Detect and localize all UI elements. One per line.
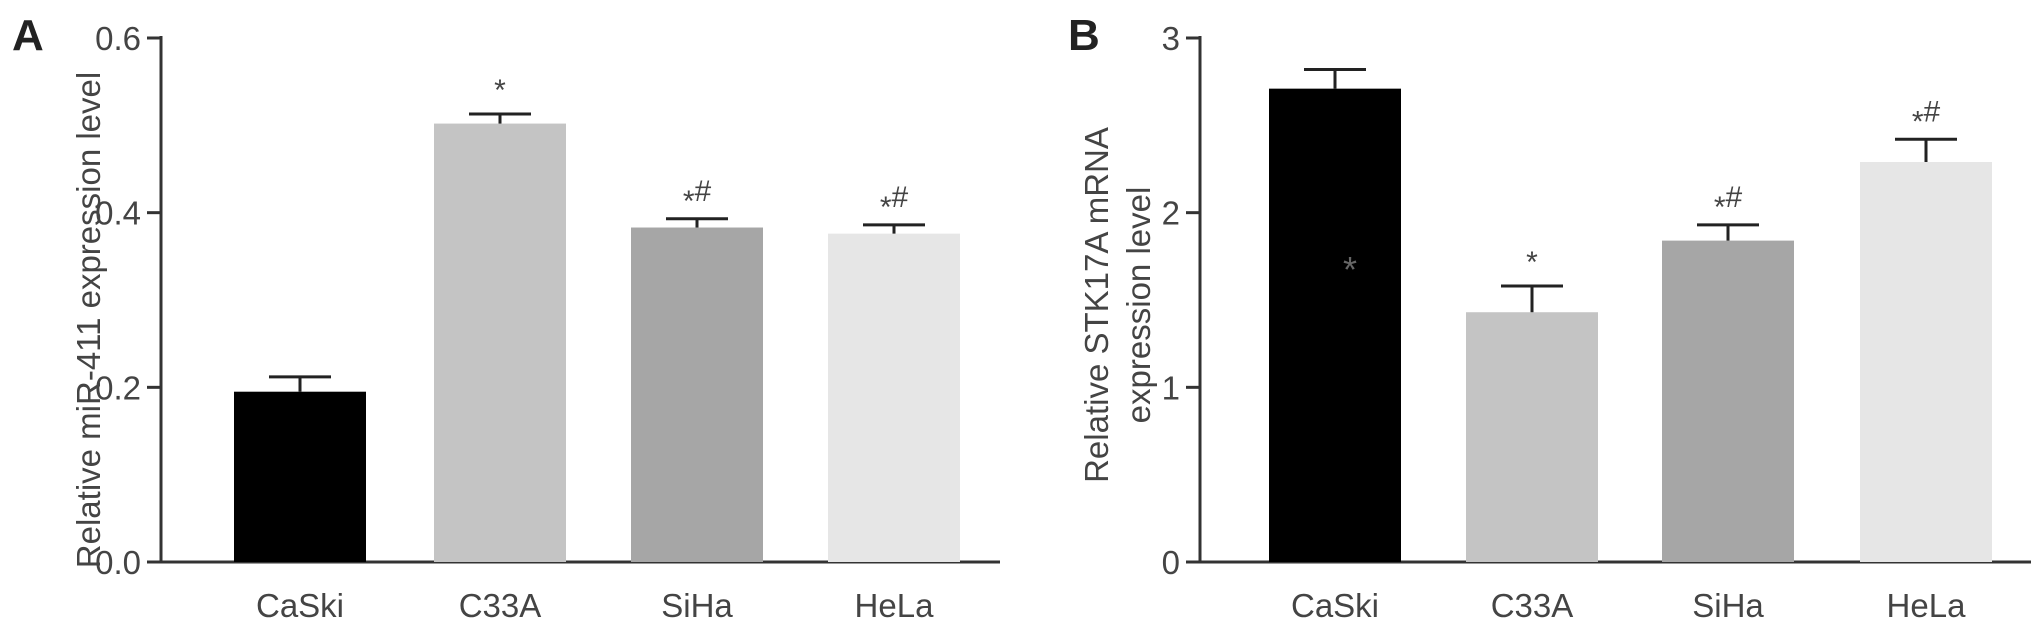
x-tick-label-c33a: C33A (459, 587, 542, 624)
bars-b (1269, 88, 1992, 563)
x-tick-labels-a: CaSki C33A SiHa HeLa (256, 587, 934, 624)
x-tick-label-caski: CaSki (1291, 587, 1379, 624)
y-tick-label: 3 (1162, 20, 1180, 57)
bar-caski (234, 391, 366, 562)
x-tick-label-siha: SiHa (661, 587, 733, 624)
bar-hela (828, 233, 960, 563)
y-axis-label-a: Relative miR-411 expression level (70, 72, 107, 568)
annotations-b: * *# *# (1526, 95, 1940, 279)
annotations-a: * *# *# (494, 74, 908, 224)
y-tick-label: 0.0 (95, 544, 141, 581)
significance-mark-c33a: * (1526, 246, 1538, 279)
bar-c33a (434, 123, 566, 562)
significance-mark-siha: *# (1714, 181, 1743, 224)
bars-a (234, 123, 960, 563)
bar-hela (1860, 162, 1992, 562)
y-tick-label: 0.4 (95, 195, 141, 232)
x-tick-label-hela: HeLa (1887, 587, 1967, 624)
y-tick-label: 1 (1162, 369, 1180, 406)
x-tick-label-c33a: C33A (1491, 587, 1574, 624)
error-bars-b (1304, 67, 1957, 313)
y-tick-label: 0.2 (95, 369, 141, 406)
y-tick-label: 0.6 (95, 20, 141, 57)
y-axis-label-b-line-1: Relative STK17A mRNA (1078, 127, 1115, 483)
y-tick-label: 2 (1162, 195, 1180, 232)
y-ticks-b: 0 1 2 3 (1162, 20, 1200, 581)
x-tick-labels-b: CaSki C33A SiHa HeLa (1291, 587, 1966, 624)
x-tick-label-hela: HeLa (855, 587, 935, 624)
bar-c33a (1466, 312, 1598, 562)
panel-a: A Relative miR-411 expression level 0.00… (12, 11, 1000, 624)
x-tick-label-caski: CaSki (256, 587, 344, 624)
y-tick-label: 0 (1162, 544, 1180, 581)
y-axis-label-b-line-2: expression level (1120, 187, 1157, 424)
significance-mark-siha: *# (683, 175, 712, 218)
panel-b: B Relative STK17A mRNA expression level … (1068, 11, 2031, 624)
bar-siha (1662, 240, 1794, 562)
significance-mark-hela: *# (880, 181, 909, 224)
error-bars-a (269, 112, 925, 392)
stray-asterisk-b: * (1343, 249, 1357, 290)
bar-caski (1269, 88, 1401, 563)
bar-siha (631, 227, 763, 562)
x-tick-label-siha: SiHa (1692, 587, 1764, 624)
significance-mark-hela: *# (1912, 95, 1941, 138)
significance-mark-c33a: * (494, 74, 506, 107)
y-ticks-a: 0.0 0.2 0.4 0.6 (95, 20, 161, 581)
panel-label-a: A (12, 11, 44, 60)
panel-label-b: B (1068, 11, 1100, 60)
